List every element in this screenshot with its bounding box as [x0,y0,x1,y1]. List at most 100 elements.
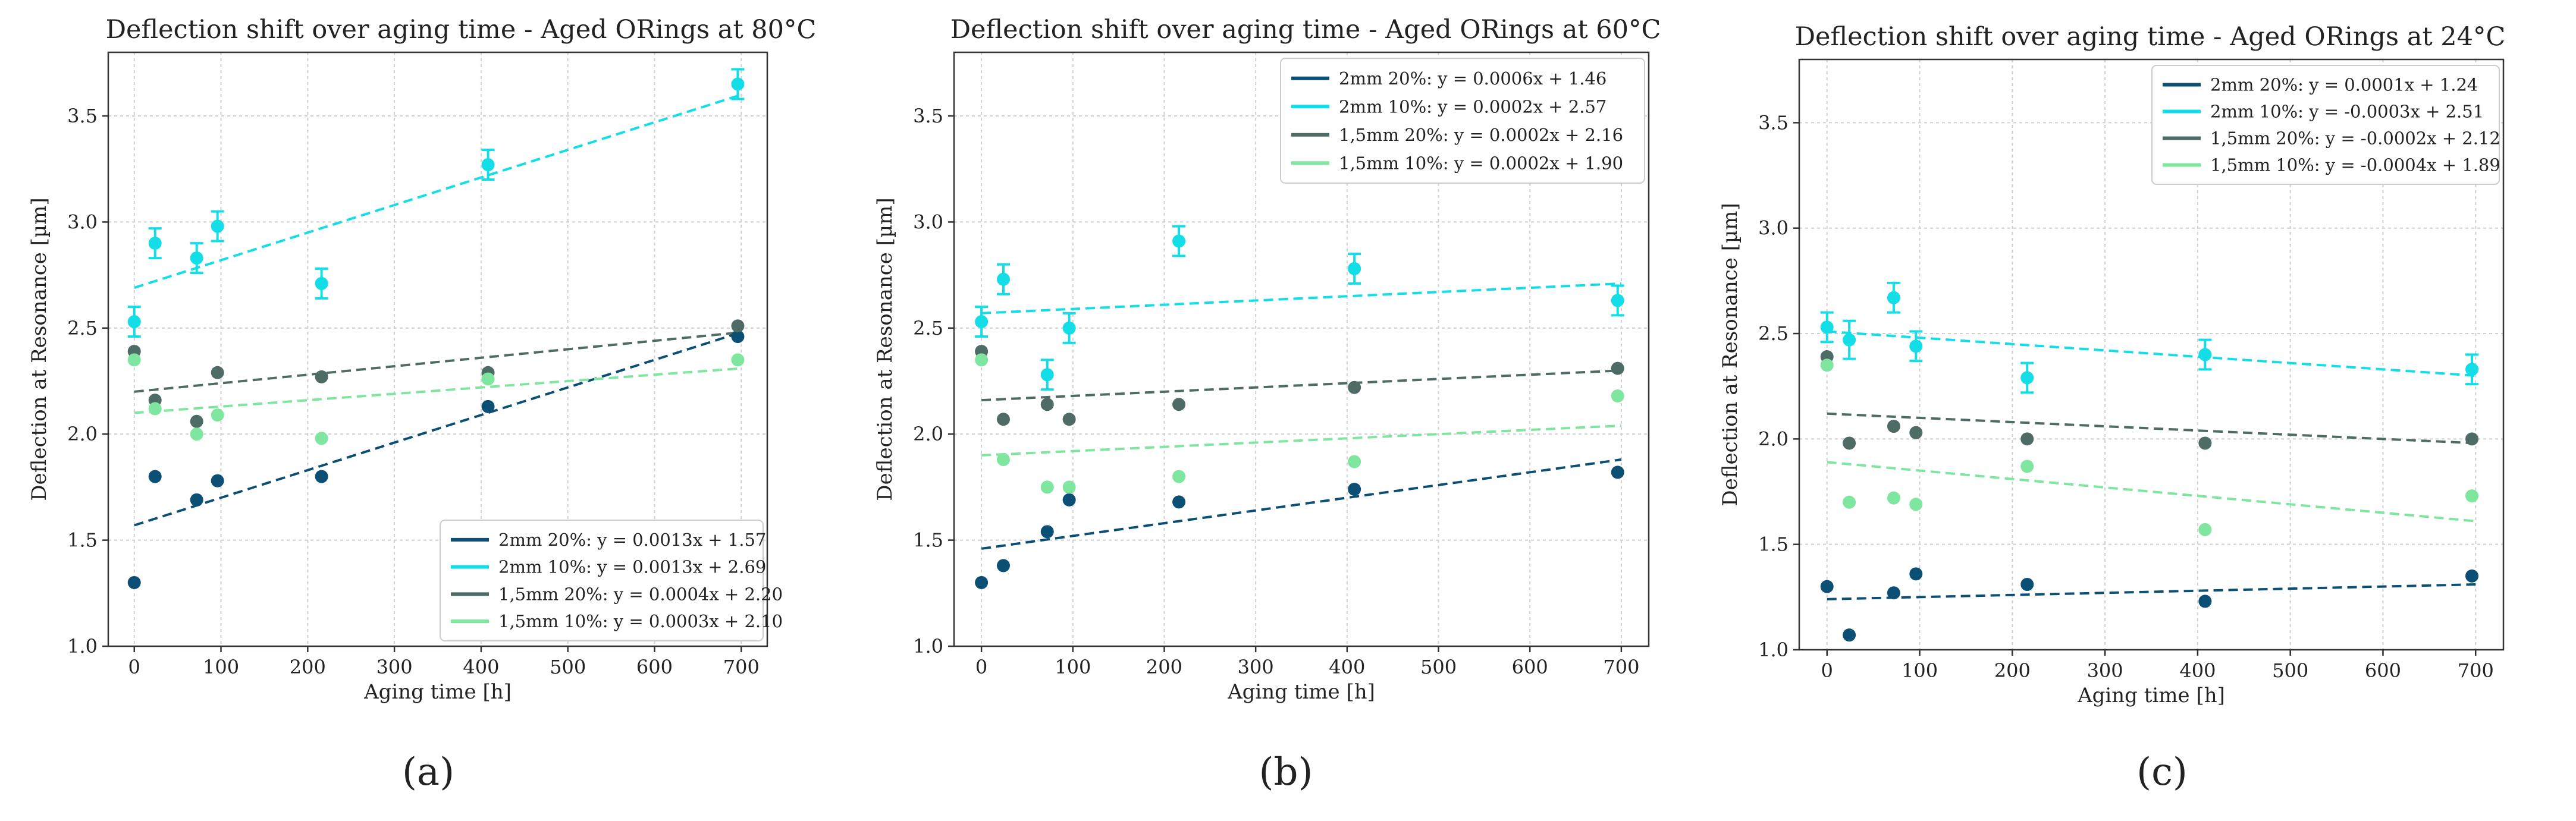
y-tick-label: 2.0 [913,423,943,445]
y-tick-label: 3.5 [913,105,943,127]
data-point [1172,398,1186,411]
data-point [481,400,495,413]
chart-title: Deflection shift over aging time - Aged … [950,15,1661,45]
data-point [996,559,1010,573]
legend-entry: 1,5mm 20%: y = 0.0004x + 2.20 [498,584,783,604]
data-point [127,353,141,367]
data-point [1909,498,1923,511]
data-point [1062,480,1076,494]
fit-line [134,331,742,393]
data-point [2198,348,2212,361]
data-point [211,366,224,379]
data-point [211,219,224,233]
plot-frame [1798,58,2505,651]
data-point [315,432,328,445]
data-point [1887,420,1900,433]
x-axis-label: Aging time [h] [363,680,512,704]
data-point [315,370,328,383]
fit-line [134,331,742,527]
data-point [2198,436,2212,450]
x-tick-label: 300 [2087,659,2123,682]
legend-entry: 1,5mm 10%: y = 0.0002x + 1.90 [1339,153,1623,173]
data-point [1062,413,1076,426]
y-tick-label: 1.5 [1758,533,1789,556]
x-tick-label: 0 [1821,659,1833,682]
data-point [996,272,1010,286]
data-point [211,474,224,487]
fit-line [1827,412,2476,445]
y-tick-label: 2.5 [1758,322,1789,345]
legend-entry: 2mm 10%: y = 0.0002x + 2.57 [1339,96,1607,117]
data-point [2465,489,2479,503]
y-tick-label: 1.5 [67,529,98,552]
data-point [2198,594,2212,608]
chart-title: Deflection shift over aging time - Aged … [1795,22,2506,52]
fit-line [981,458,1622,550]
data-point [190,414,203,428]
plot-frame [107,51,768,647]
y-axis-label: Deflection at Resonance [µm] [873,197,897,501]
data-point [1820,358,1834,372]
data-point [190,427,203,441]
fit-line [1827,330,2476,377]
panel-caption: (a) [402,750,454,794]
x-tick-label: 500 [550,656,586,678]
x-tick-label: 200 [1146,656,1182,678]
y-axis-label: Deflection at Resonance [µm] [27,197,51,501]
panel-caption: (b) [1259,750,1313,794]
data-point [127,575,141,589]
x-tick-label: 700 [723,656,760,678]
data-point [975,575,989,589]
panel-caption: (c) [2136,750,2188,794]
data-point [1040,525,1054,539]
data-point [2465,569,2479,583]
data-point [1909,567,1923,581]
y-tick-label: 2.0 [67,423,98,445]
data-point [975,353,989,367]
x-tick-label: 600 [2365,659,2401,682]
x-tick-label: 400 [1329,656,1365,678]
fit-line [981,369,1621,402]
x-tick-label: 0 [975,656,987,678]
chart-panel-1: 0 100 200 300 400 500 600 700 1.0 1.5 2.0 2.5 3.0 3.5… [27,15,816,794]
x-tick-label: 200 [1994,659,2031,682]
data-point [731,330,745,344]
data-point [2020,578,2034,592]
data-point [1040,398,1054,411]
data-point [1172,470,1186,483]
data-point [190,251,203,265]
x-tick-label: 300 [1238,656,1274,678]
y-tick-label: 2.5 [67,317,98,339]
y-tick-label: 1.0 [913,635,943,658]
x-tick-label: 400 [463,656,499,678]
x-tick-label: 700 [1603,656,1639,678]
x-tick-label: 500 [1420,656,1457,678]
legend-entry: 2mm 10%: y = -0.0003x + 2.51 [2210,102,2484,122]
data-point [975,315,989,329]
data-point [1062,321,1076,335]
x-axis-label: Aging time [h] [2077,684,2225,707]
x-tick-label: 100 [1902,659,1938,682]
x-tick-label: 700 [2458,659,2494,682]
y-tick-label: 3.0 [67,210,98,233]
fit-line [981,424,1621,457]
data-point [1820,580,1834,593]
data-point [2465,432,2479,446]
plot-frame [953,51,1650,647]
y-tick-label: 3.0 [913,210,943,233]
data-point [1611,361,1624,375]
x-tick-label: 0 [128,656,140,678]
data-point [1172,234,1186,248]
data-point [731,319,745,333]
data-point [190,493,203,507]
data-point [2198,523,2212,536]
legend-box [1280,58,1645,184]
y-tick-label: 3.5 [67,105,98,127]
data-point [1611,294,1624,307]
legend-box [2151,65,2500,185]
data-point [1611,389,1624,402]
data-point [1843,333,1856,347]
data-point [1820,320,1834,334]
chart-title: Deflection shift over aging time - Aged … [106,15,817,45]
fit-line [981,282,1621,314]
